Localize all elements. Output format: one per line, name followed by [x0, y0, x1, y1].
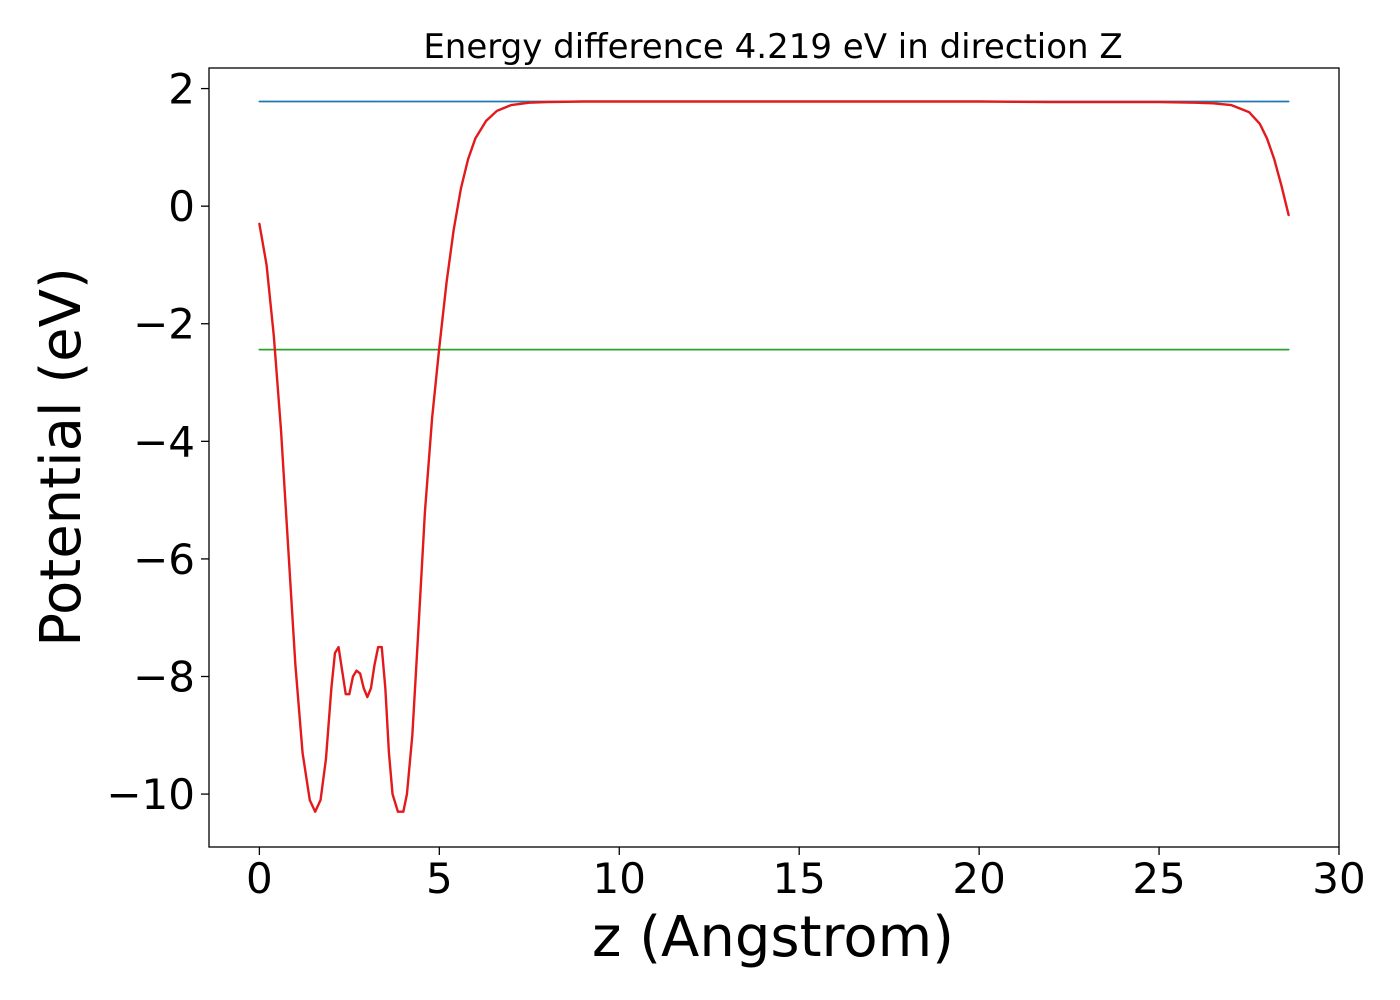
x-tick-label: 0: [246, 854, 273, 903]
x-tick-label: 5: [426, 854, 453, 903]
y-axis: 2 0 −2 −4 −6 −8 −10: [106, 65, 209, 819]
x-tick-label: 30: [1312, 854, 1365, 903]
y-tick-label: −2: [133, 300, 195, 349]
axes-frame: [208, 67, 1340, 848]
y-tick-label: −4: [133, 417, 195, 466]
y-tick-label: −6: [133, 535, 195, 584]
plot-area: [258, 100, 1290, 813]
y-axis-label: Potential (eV): [29, 267, 94, 647]
potential-curve: [258, 100, 1290, 813]
x-tick-label: 25: [1132, 854, 1185, 903]
y-tick-label: 0: [168, 182, 195, 231]
x-tick-label: 10: [593, 854, 646, 903]
y-tick-label: −8: [133, 653, 195, 702]
x-tick-label: 20: [952, 854, 1005, 903]
y-tick-label: −10: [106, 770, 195, 819]
x-axis-label: z (Angstrom): [592, 905, 954, 970]
y-tick-label: 2: [168, 65, 195, 114]
x-axis: 0 5 10 15 20 25 30: [246, 847, 1366, 903]
chart-title: Energy difference 4.219 eV in direction …: [423, 27, 1122, 67]
x-tick-label: 15: [772, 854, 825, 903]
